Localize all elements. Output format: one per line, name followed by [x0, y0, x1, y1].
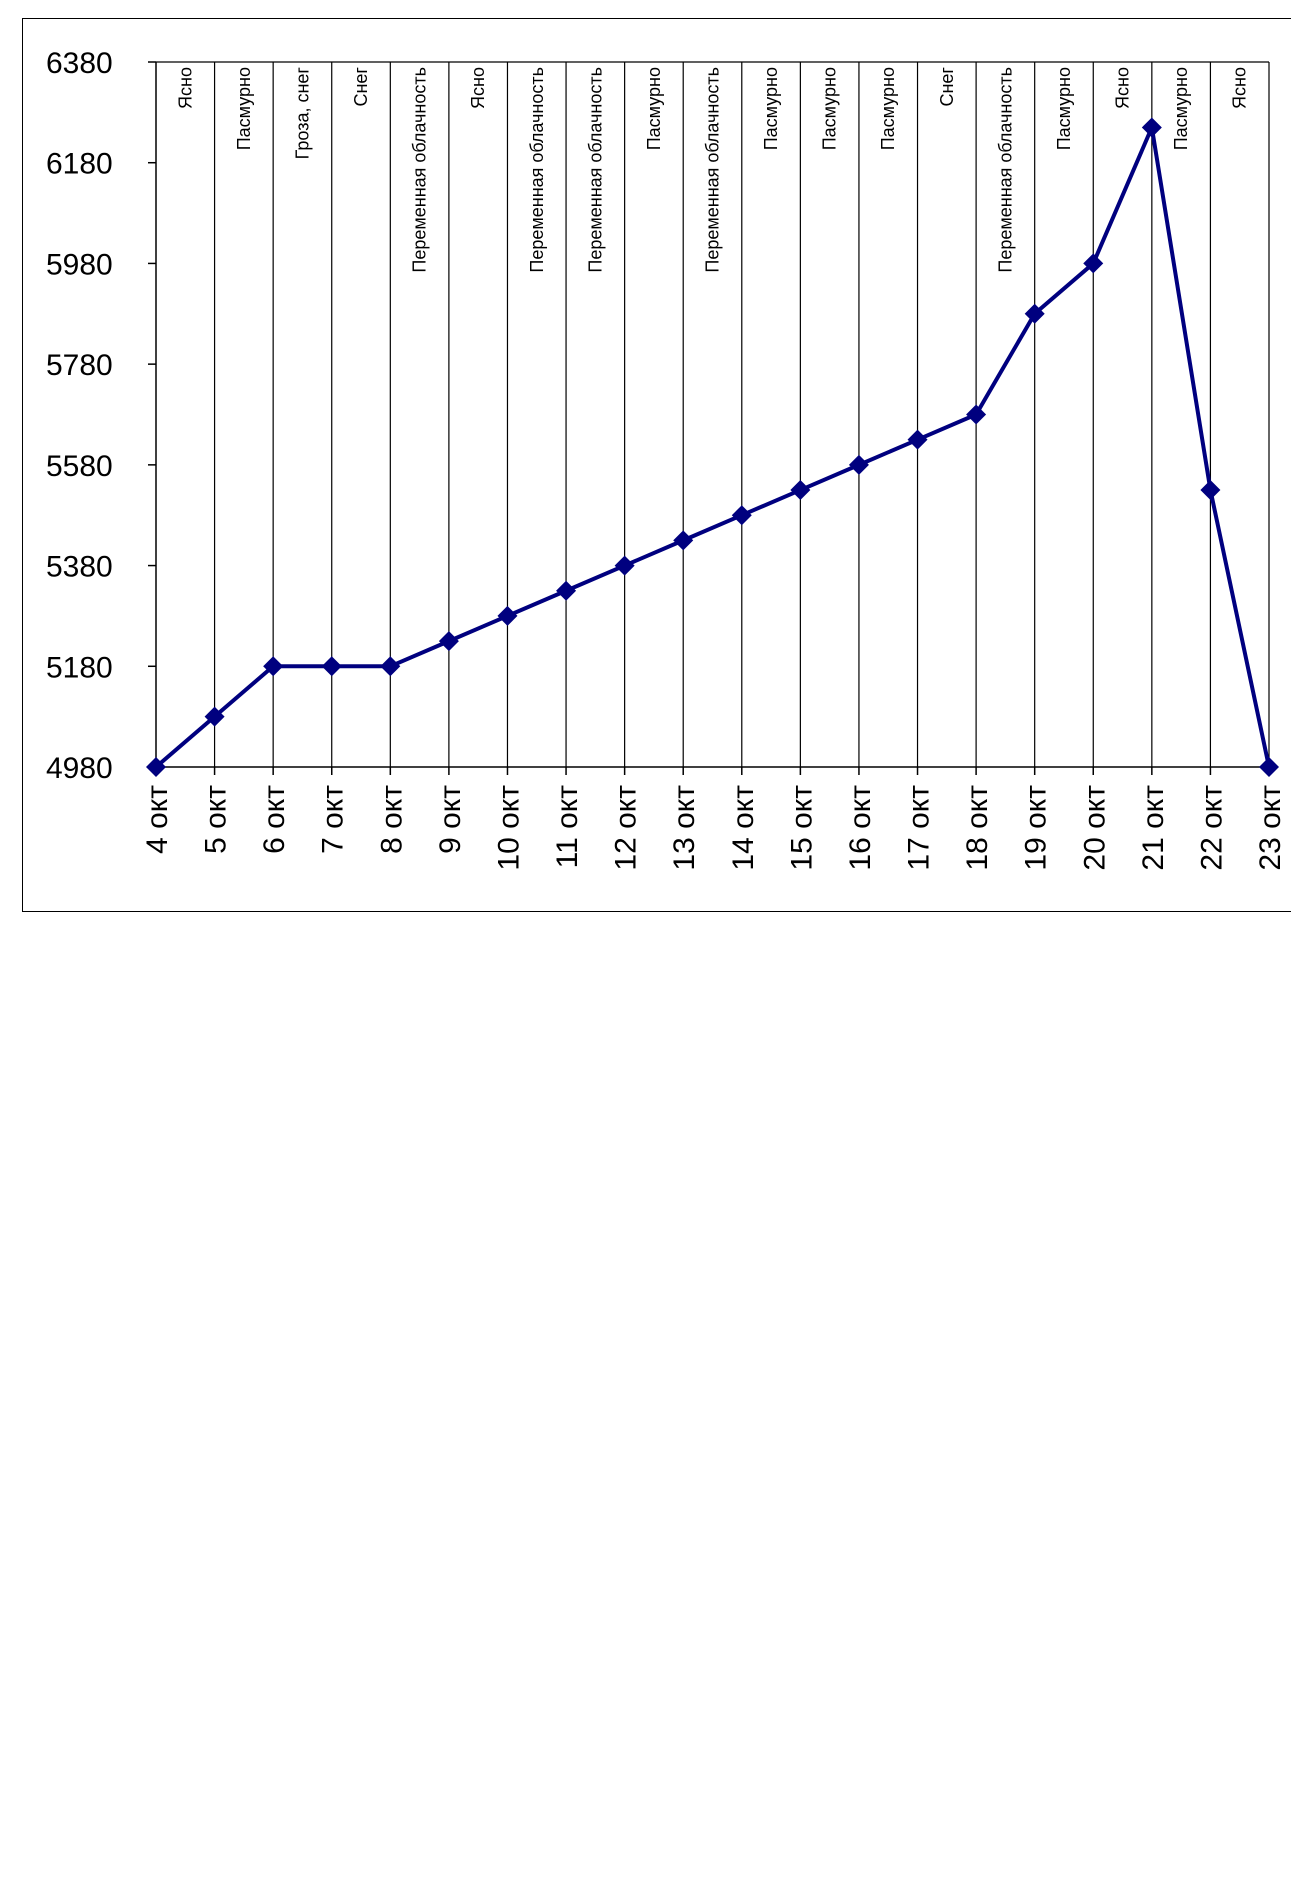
x-tick-label: 17 окт: [903, 785, 936, 871]
data-point: [263, 656, 284, 677]
x-tick-label: 5 окт: [200, 785, 233, 854]
data-point: [790, 480, 811, 501]
weather-label: Переменная облачность: [585, 67, 605, 273]
data-point: [321, 656, 342, 677]
x-tick-label: 13 окт: [668, 785, 701, 871]
x-tick-label: 15 окт: [785, 785, 818, 871]
weather-label: Ясно: [468, 67, 488, 109]
weather-label: Ясно: [1113, 67, 1133, 109]
weather-label: Пасмурно: [820, 67, 840, 150]
data-point: [966, 404, 987, 425]
data-point: [380, 656, 401, 677]
data-point: [1200, 480, 1221, 501]
data-point: [614, 555, 635, 576]
weather-label: Пасмурно: [1054, 67, 1074, 150]
x-tick-label: 7 окт: [317, 785, 350, 854]
data-point: [907, 429, 928, 450]
weather-label: Переменная облачность: [995, 67, 1015, 273]
y-tick-label: 4980: [46, 752, 113, 785]
data-point: [1024, 303, 1045, 324]
x-tick-label: 10 окт: [492, 785, 525, 871]
data-point: [673, 530, 694, 551]
data-point: [438, 631, 459, 652]
x-tick-label: 12 окт: [610, 785, 643, 871]
x-tick-label: 6 окт: [258, 785, 291, 854]
weather-label: Ясно: [1230, 67, 1250, 109]
data-point: [731, 505, 752, 526]
weather-label: Пасмурно: [234, 67, 254, 150]
x-tick-label: 19 окт: [1020, 785, 1053, 871]
data-point: [146, 757, 166, 777]
weather-label: Пасмурно: [878, 67, 898, 150]
y-tick-label: 5780: [46, 349, 113, 382]
data-point: [1141, 117, 1162, 138]
x-tick-label: 23 окт: [1254, 785, 1287, 871]
x-tick-label: 8 окт: [375, 785, 408, 854]
weather-label: Снег: [937, 67, 957, 107]
x-tick-label: 18 окт: [961, 785, 994, 871]
data-point: [1083, 253, 1104, 274]
data-point: [848, 454, 869, 475]
x-tick-label: 4 окт: [141, 785, 174, 854]
y-tick-label: 6180: [46, 148, 113, 181]
weather-label: Переменная облачность: [527, 67, 547, 273]
weather-label: Пасмурно: [761, 67, 781, 150]
weather-label: Ясно: [175, 67, 195, 109]
data-point: [497, 605, 518, 626]
x-tick-label: 11 окт: [551, 785, 584, 869]
weather-label: Переменная облачность: [703, 67, 723, 273]
weather-label: Переменная облачность: [410, 67, 430, 273]
weather-label: Гроза, снег: [292, 67, 312, 160]
x-tick-label: 20 окт: [1078, 785, 1111, 871]
data-point: [1259, 757, 1279, 777]
weather-label: Пасмурно: [1171, 67, 1191, 150]
x-tick-label: 16 окт: [844, 785, 877, 871]
data-point: [204, 706, 225, 727]
line-chart: 4980 5180 5380 5580 5780 5980 6180 6380 4 окт 5 о…: [46, 47, 1287, 871]
y-tick-label: 5580: [46, 450, 113, 483]
y-tick-label: 5980: [46, 248, 113, 281]
x-tick-label: 22 окт: [1195, 785, 1228, 871]
y-tick-label: 6380: [46, 47, 113, 80]
x-tick-label: 21 окт: [1137, 785, 1170, 871]
y-tick-label: 5380: [46, 551, 113, 584]
y-tick-label: 5180: [46, 651, 113, 684]
x-tick-label: 9 окт: [434, 785, 467, 854]
weather-label: Пасмурно: [644, 67, 664, 150]
weather-label: Снег: [351, 67, 371, 107]
x-tick-label: 14 окт: [727, 785, 760, 871]
chart-frame: 4980 5180 5380 5580 5780 5980 6180 6380 4 окт 5 о…: [22, 18, 1291, 912]
data-point: [556, 580, 577, 601]
